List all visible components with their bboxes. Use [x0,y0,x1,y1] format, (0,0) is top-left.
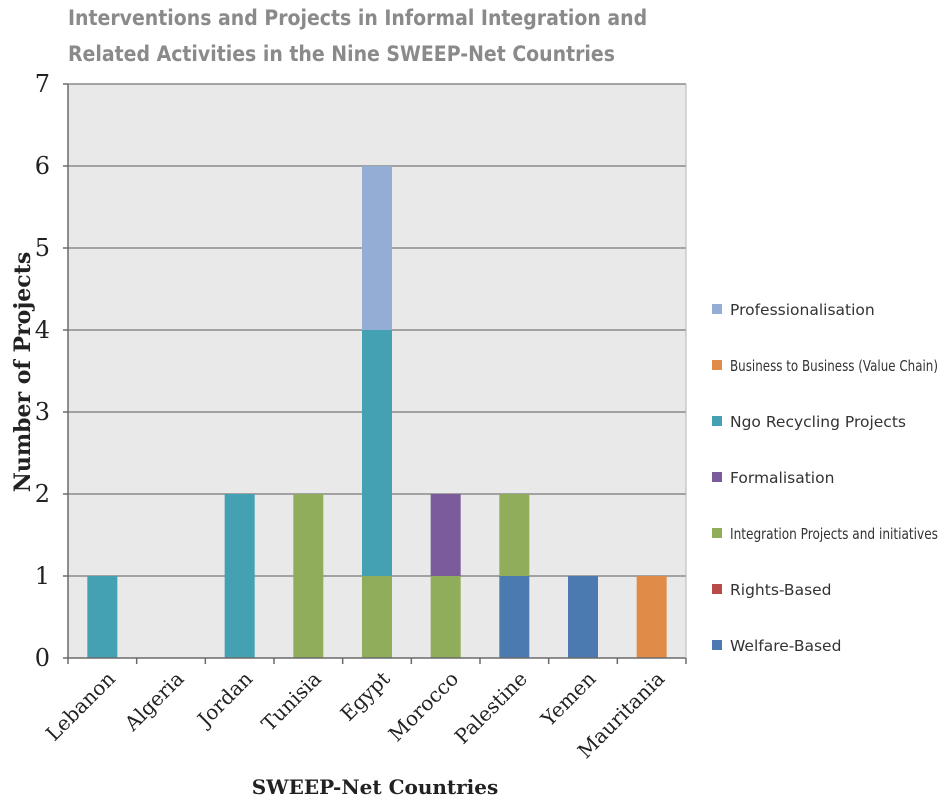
bar-segment [293,494,324,658]
legend-swatch [712,472,722,482]
bar-segment [362,166,392,330]
legend-swatch [712,640,722,650]
legend-swatch [712,528,722,538]
bar-segment [430,576,461,658]
legend-label: Rights-Based [730,581,832,599]
bar-segment [430,494,461,576]
legend-label: Integration Projects and initiatives [730,525,938,543]
legend-swatch [712,304,722,314]
legend-label: Business to Business (Value Chain) [730,357,938,375]
bar-segment [362,330,392,576]
x-tick-label: Lebanon [41,666,120,745]
legend-swatch [712,584,722,594]
bars [87,166,667,658]
x-axis-label: SWEEP-Net Countries [252,775,499,799]
chart-title-line-1: Interventions and Projects in Informal I… [68,6,648,30]
legend-label: Professionalisation [730,301,875,319]
legend: Professionalisation Business to Business … [712,301,938,655]
x-tick-label: Tunisia [257,667,326,736]
y-tick-label: 3 [35,398,50,426]
y-tick-label: 4 [35,316,50,344]
legend-label: Welfare-Based [730,637,841,655]
legend-swatch [712,360,722,370]
x-tick-label: Algeria [119,667,189,737]
bar-segment [224,494,255,658]
y-tick-label: 7 [35,70,50,98]
bar-segment [362,576,392,658]
y-tick-label: 6 [35,152,50,180]
x-tick-label: Palestine [450,667,532,749]
y-axis-label: Number of Projects [10,252,36,493]
x-tick-label: Jordan [191,666,257,732]
bar-segment [499,576,530,658]
x-tick-label: Yemen [535,666,600,731]
bar-segment [87,576,118,658]
y-tick-label: 2 [35,480,50,508]
x-tick-label: Egypt [335,667,394,726]
bar-segment [636,576,667,658]
y-tick-label: 1 [35,562,50,590]
y-tick-label: 0 [35,644,50,672]
bar-segment [499,494,530,576]
bar-segment [568,576,598,658]
y-tick-label: 5 [35,234,50,262]
chart-title-line-2: Related Activities in the Nine SWEEP-Net… [68,42,615,66]
legend-swatch [712,416,722,426]
legend-label: Ngo Recycling Projects [730,413,906,431]
legend-label: Formalisation [730,469,834,487]
